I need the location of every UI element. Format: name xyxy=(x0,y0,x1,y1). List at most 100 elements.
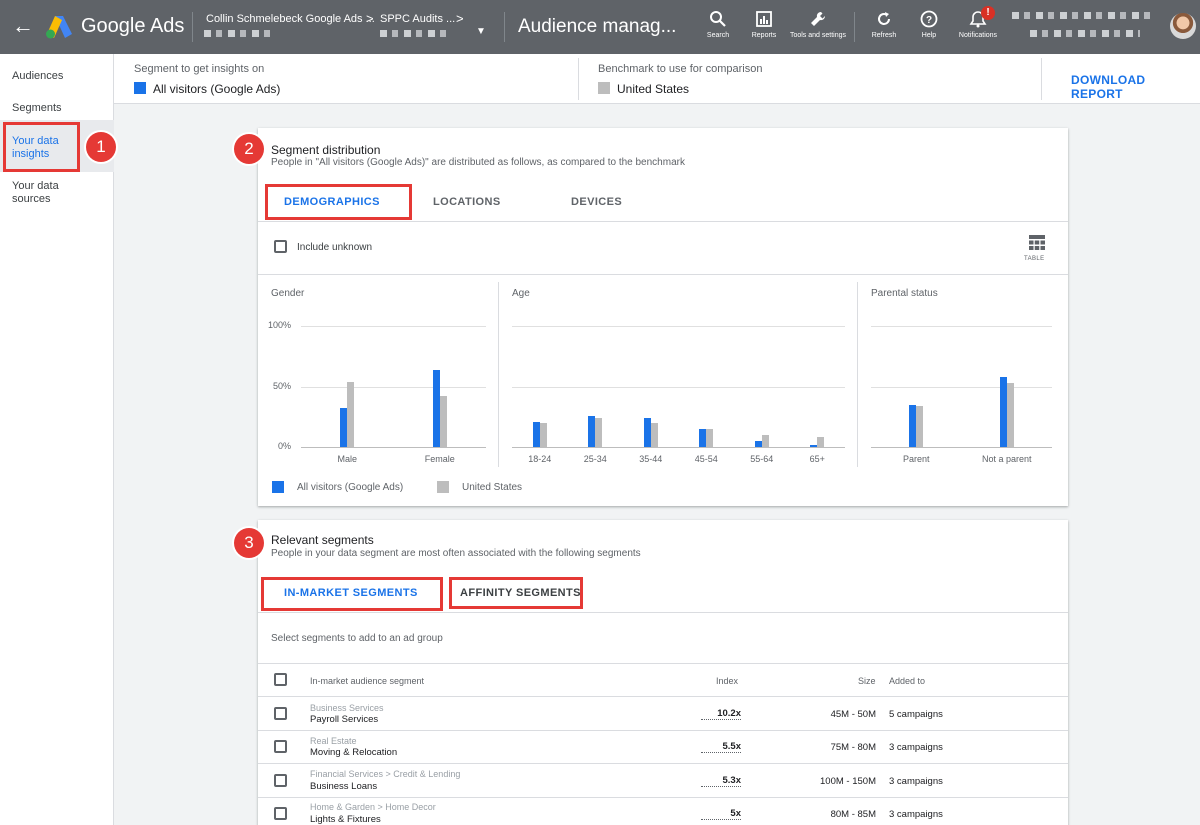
segment-header: Segment to get insights on All visitors … xyxy=(114,54,1200,104)
chart-baseline xyxy=(871,447,1052,448)
user-id-redacted xyxy=(1030,30,1140,37)
row-checkbox[interactable] xyxy=(274,707,287,720)
row-category: Home & Garden > Home Decor xyxy=(310,802,436,812)
gridline xyxy=(871,386,1052,388)
include-unknown-label: Include unknown xyxy=(297,242,373,253)
x-tick-label: Male xyxy=(337,454,357,464)
column-header-segment[interactable]: In-market audience segment xyxy=(310,676,425,686)
tab-demographics[interactable]: DEMOGRAPHICS xyxy=(284,196,380,208)
reports-button[interactable]: Reports xyxy=(734,10,794,40)
x-tick-label: 65+ xyxy=(809,454,825,464)
divider xyxy=(192,12,193,42)
divider xyxy=(1041,58,1042,100)
chart-baseline xyxy=(301,447,486,448)
column-header-added-to[interactable]: Added to xyxy=(889,676,926,686)
nav-item-audiences[interactable]: Audiences xyxy=(12,70,64,82)
x-tick-label: 45-54 xyxy=(694,454,718,464)
sub-account-name[interactable]: SPPC Audits ... xyxy=(380,13,456,25)
relevant-segments-card: Relevant segments People in your data se… xyxy=(258,520,1068,825)
card-title: Relevant segments xyxy=(271,533,374,547)
segment-swatch xyxy=(134,82,146,94)
annotation-highlight-box xyxy=(261,577,443,611)
avatar[interactable] xyxy=(1170,13,1196,39)
reports-label: Reports xyxy=(751,32,777,39)
row-checkbox[interactable] xyxy=(274,774,287,787)
column-header-index[interactable]: Index xyxy=(716,676,739,686)
chart-bar-age-0 xyxy=(810,444,818,447)
chart-bar-age-1 xyxy=(539,422,547,447)
row-added-to[interactable]: 3 campaigns xyxy=(889,809,943,820)
chart-bar-age-1 xyxy=(595,417,603,447)
back-arrow-icon[interactable]: ← xyxy=(12,13,34,38)
notifications-button[interactable]: ! Notifications xyxy=(948,6,1008,40)
row-index: 5.5x xyxy=(701,741,741,753)
row-index: 5x xyxy=(701,808,741,820)
chart-bar-parental-status-1 xyxy=(916,405,924,447)
tab-affinity-segments[interactable]: AFFINITY SEGMENTS xyxy=(460,587,581,599)
divider xyxy=(258,763,1068,764)
benchmark-selector[interactable]: United States xyxy=(617,82,690,96)
x-tick-label: Parent xyxy=(902,454,930,464)
download-report-button[interactable]: DOWNLOAD REPORT xyxy=(1071,73,1146,101)
step-marker-1: 1 xyxy=(86,132,116,162)
row-index: 5.3x xyxy=(701,775,741,787)
nav-item-segments[interactable]: Segments xyxy=(12,102,62,114)
tab-locations[interactable]: LOCATIONS xyxy=(433,196,501,208)
nav-item-your-data-insights[interactable]: Your data insights xyxy=(12,135,59,160)
nav-item-your-data-sources[interactable]: Your data sources xyxy=(12,180,59,205)
account-dropdown-icon[interactable]: ▼ xyxy=(476,26,486,37)
step-marker-3: 3 xyxy=(234,528,264,558)
row-added-to[interactable]: 3 campaigns xyxy=(889,776,943,787)
page-title: Audience manag... xyxy=(518,16,677,37)
table-view-icon[interactable] xyxy=(1029,235,1045,250)
tab-in-market-segments[interactable]: IN-MARKET SEGMENTS xyxy=(284,587,418,599)
chart-bar-age-1 xyxy=(817,437,825,447)
chart-bar-age-1 xyxy=(650,422,658,447)
chart-title: Age xyxy=(512,288,530,299)
x-tick-label: Female xyxy=(424,454,455,464)
chart-bar-age-0 xyxy=(532,421,540,447)
help-icon: ? xyxy=(920,10,938,28)
table-view-label: TABLE xyxy=(1024,256,1045,262)
notification-badge: ! xyxy=(981,6,995,20)
google-ads-logo-icon xyxy=(46,16,72,39)
legend-label-segment: All visitors (Google Ads) xyxy=(297,482,404,493)
divider xyxy=(258,612,1068,613)
row-checkbox[interactable] xyxy=(274,807,287,820)
divider xyxy=(258,696,1068,697)
x-tick-label: 25-34 xyxy=(583,454,607,464)
wrench-icon xyxy=(811,11,826,26)
card-subtitle: People in "All visitors (Google Ads)" ar… xyxy=(271,157,685,168)
help-button[interactable]: ? Help xyxy=(899,10,959,40)
select-all-checkbox[interactable] xyxy=(274,673,287,686)
y-tick-label: 100% xyxy=(267,320,291,330)
step-marker-2: 2 xyxy=(234,134,264,164)
divider xyxy=(258,797,1068,798)
segment-selector[interactable]: All visitors (Google Ads) xyxy=(153,82,281,96)
tab-devices[interactable]: DEVICES xyxy=(571,196,623,208)
refresh-icon xyxy=(878,12,890,25)
column-header-size[interactable]: Size xyxy=(858,676,876,686)
divider xyxy=(258,274,1068,275)
divider xyxy=(504,12,505,42)
chart-bar-age-0 xyxy=(588,415,596,447)
gridline xyxy=(301,326,486,327)
account-name[interactable]: Collin Schmelebeck Google Ads ... xyxy=(206,13,375,25)
tools-and-settings-button[interactable]: Tools and settings xyxy=(788,10,848,40)
x-tick-label: 35-44 xyxy=(639,454,663,464)
chart-bar-gender-1 xyxy=(439,396,447,447)
row-added-to[interactable]: 3 campaigns xyxy=(889,742,943,753)
row-segment-name: Lights & Fixtures xyxy=(310,814,381,825)
row-size: 75M - 80M xyxy=(830,742,876,753)
chart-bar-age-0 xyxy=(754,440,762,447)
row-added-to[interactable]: 5 campaigns xyxy=(889,709,943,720)
include-unknown-checkbox[interactable] xyxy=(274,240,287,253)
card-title: Segment distribution xyxy=(271,143,381,157)
refresh-button[interactable]: Refresh xyxy=(854,10,914,40)
gridline xyxy=(512,326,845,327)
row-segment-name: Business Loans xyxy=(310,781,378,792)
search-button[interactable]: Search xyxy=(688,10,748,40)
legend-label-benchmark: United States xyxy=(462,482,523,493)
row-checkbox[interactable] xyxy=(274,740,287,753)
chart-bar-age-0 xyxy=(643,417,651,447)
